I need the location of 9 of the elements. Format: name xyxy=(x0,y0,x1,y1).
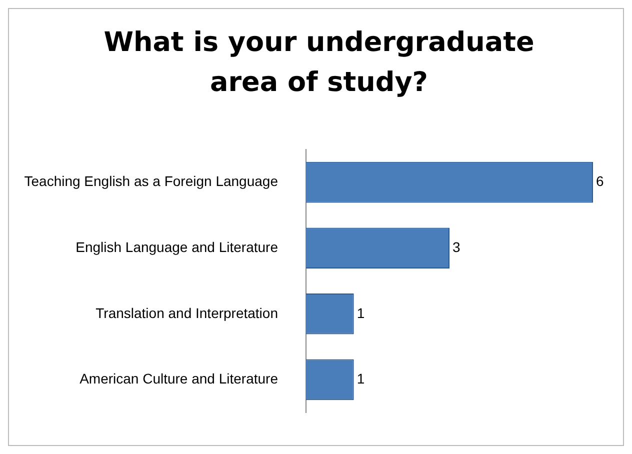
chart-title: What is your undergraduate area of study? xyxy=(102,26,536,100)
data-label: 1 xyxy=(356,370,365,387)
y-tick-label: Teaching English as a Foreign Language xyxy=(24,173,278,190)
data-label: 1 xyxy=(356,304,365,321)
y-tick-label: English Language and Literature xyxy=(76,238,278,255)
y-tick-label: Translation and Interpretation xyxy=(96,304,278,321)
y-tick-label: American Culture and Literature xyxy=(80,370,278,387)
data-label: 3 xyxy=(452,238,460,255)
data-label: 6 xyxy=(596,173,604,190)
